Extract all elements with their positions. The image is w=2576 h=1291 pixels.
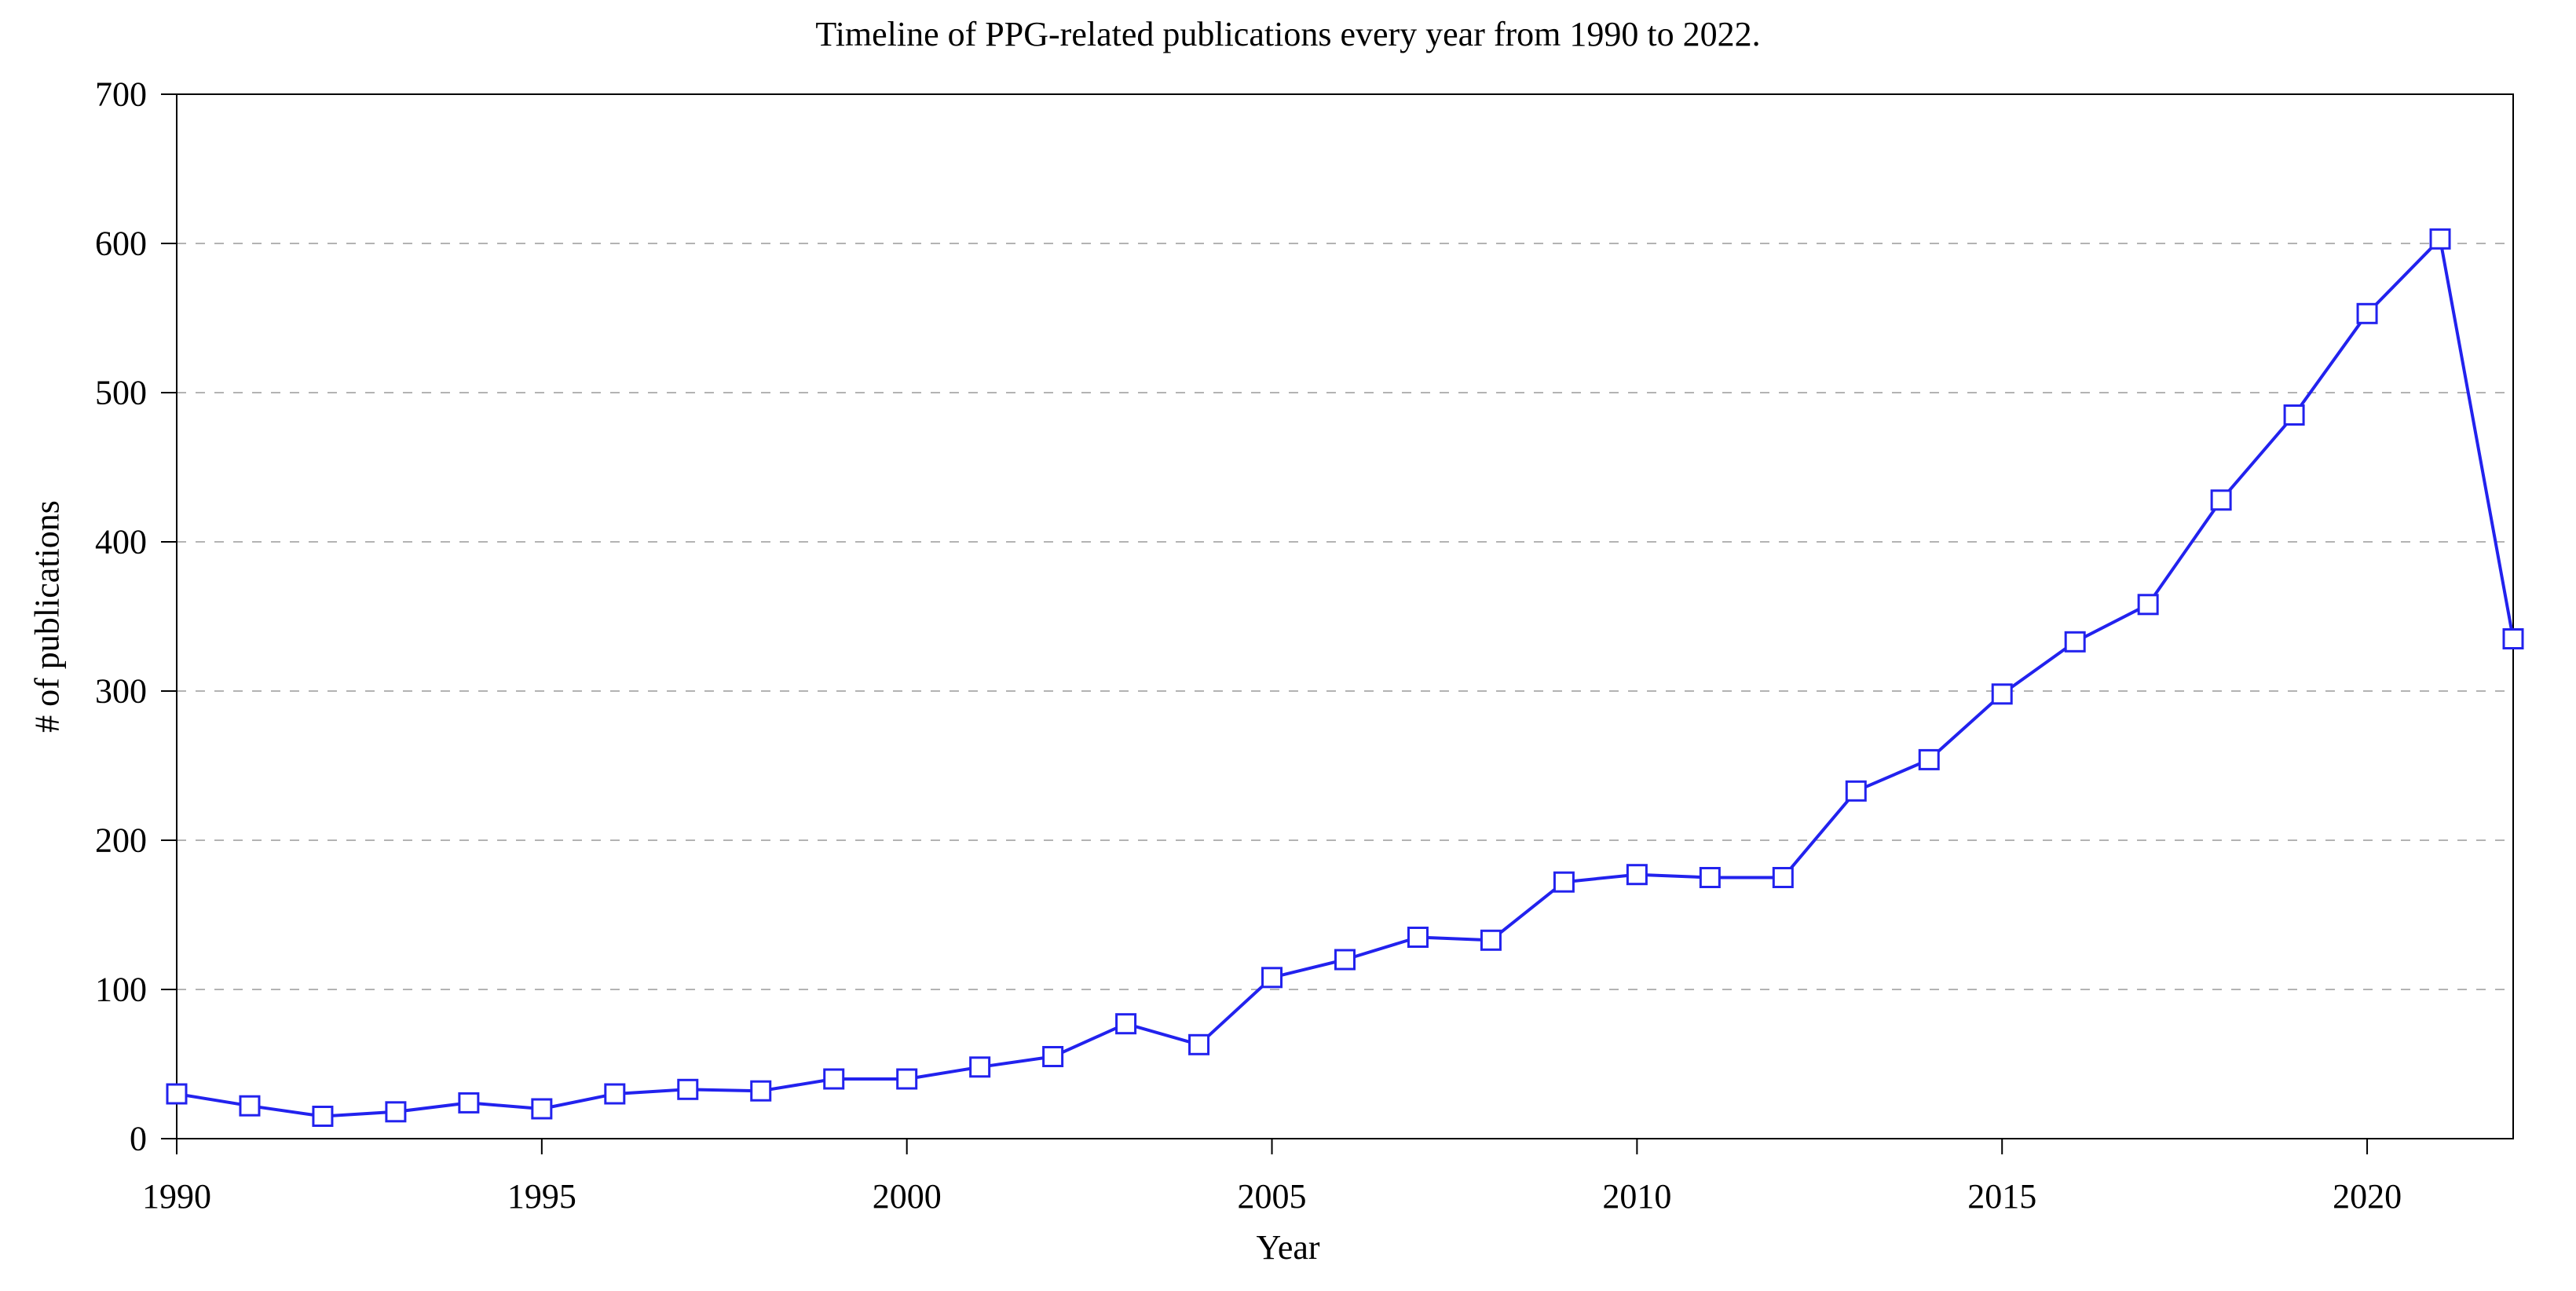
- data-marker: [1408, 928, 1427, 947]
- y-tick-label: 500: [95, 373, 161, 413]
- x-tick-label: 1990: [142, 1176, 211, 1216]
- x-tick-label: 2005: [1238, 1176, 1307, 1216]
- data-marker: [1481, 931, 1500, 949]
- data-marker: [2358, 304, 2377, 323]
- y-axis-label: # of publications: [27, 500, 68, 733]
- data-marker: [971, 1058, 990, 1077]
- data-marker: [1190, 1035, 1209, 1054]
- data-marker: [2431, 229, 2450, 248]
- data-marker: [386, 1103, 405, 1121]
- x-axis-label: Year: [0, 1227, 2576, 1267]
- data-marker: [313, 1107, 332, 1126]
- data-marker: [1919, 750, 1938, 769]
- y-tick-label: 200: [95, 821, 161, 861]
- data-marker: [1627, 865, 1646, 884]
- y-tick-label: 600: [95, 224, 161, 264]
- data-marker: [898, 1070, 917, 1088]
- data-marker: [752, 1081, 770, 1100]
- data-marker: [606, 1084, 624, 1103]
- x-tick-label: 2010: [1602, 1176, 1671, 1216]
- data-marker: [2285, 406, 2303, 425]
- data-marker: [2212, 491, 2230, 510]
- data-marker: [1263, 968, 1282, 987]
- data-marker: [1336, 950, 1355, 969]
- x-tick-label: 2000: [873, 1176, 942, 1216]
- y-tick-label: 700: [95, 75, 161, 115]
- data-marker: [1554, 872, 1573, 891]
- data-marker: [2066, 632, 2084, 651]
- y-tick-label: 0: [130, 1119, 161, 1159]
- line-chart: [0, 0, 2576, 1291]
- data-marker: [240, 1096, 259, 1115]
- data-marker: [679, 1080, 697, 1099]
- data-marker: [2504, 630, 2523, 649]
- data-marker: [825, 1070, 843, 1088]
- y-tick-label: 100: [95, 970, 161, 1010]
- chart-title: Timeline of PPG-related publications eve…: [0, 14, 2576, 54]
- data-marker: [167, 1084, 186, 1103]
- y-tick-label: 300: [95, 671, 161, 711]
- data-marker: [459, 1093, 478, 1112]
- x-tick-label: 2015: [1967, 1176, 2036, 1216]
- data-marker: [532, 1099, 551, 1118]
- x-tick-label: 2020: [2333, 1176, 2402, 1216]
- data-marker: [2139, 595, 2157, 614]
- plot-border: [177, 94, 2513, 1139]
- data-marker: [1992, 685, 2011, 704]
- data-marker: [1044, 1048, 1063, 1066]
- chart-container: Timeline of PPG-related publications eve…: [0, 0, 2576, 1291]
- data-line: [177, 239, 2513, 1116]
- data-marker: [1700, 869, 1719, 887]
- data-marker: [1117, 1015, 1136, 1033]
- data-marker: [1773, 869, 1792, 887]
- data-marker: [1846, 781, 1865, 800]
- y-tick-label: 400: [95, 522, 161, 562]
- x-tick-label: 1995: [507, 1176, 576, 1216]
